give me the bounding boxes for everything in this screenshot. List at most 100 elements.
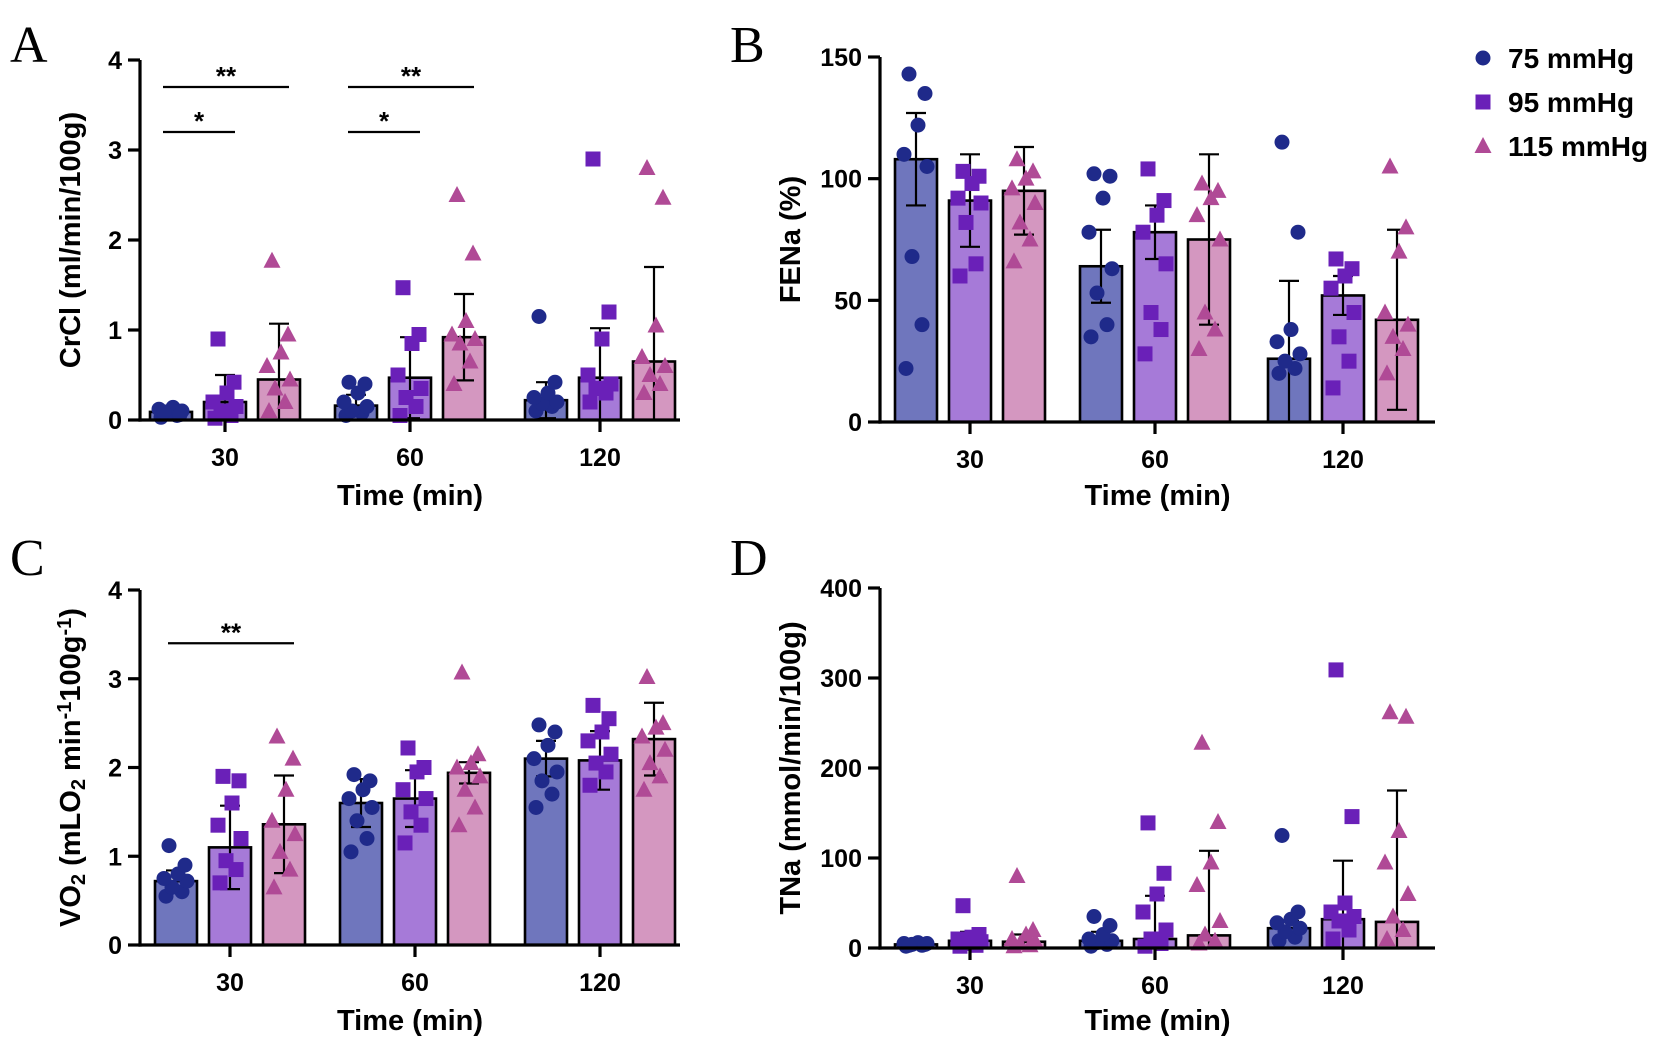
point-c-s2-c1-7 (453, 663, 471, 680)
point-a-s1-c2-5 (594, 331, 610, 347)
point-b-s1-c0-1 (968, 256, 984, 272)
point-b-s0-c0-7 (901, 66, 917, 82)
point-c-s2-c1-3 (471, 767, 489, 784)
point-a-s1-c1-3 (413, 381, 429, 396)
point-a-s2-c1-0 (445, 375, 463, 391)
point-b-s1-c0-7 (955, 163, 971, 179)
point-c-s1-c0-7 (215, 768, 231, 784)
significance-label: ** (221, 617, 242, 647)
point-b-s1-c1-5 (1149, 207, 1165, 223)
point-c-s0-c2-0 (528, 799, 544, 815)
point-a-s0-c2-6 (547, 374, 563, 390)
y-tick-label: 100 (820, 166, 862, 194)
legend-label-0: 75 mmHg (1508, 43, 1634, 74)
y-tick-label: 0 (848, 935, 862, 963)
point-b-s0-c0-4 (896, 146, 912, 162)
point-a-s1-c1-7 (395, 280, 411, 296)
point-b-s1-c0-0 (952, 268, 968, 284)
point-b-s0-c2-5 (1283, 322, 1299, 338)
bar-c-s2-c1 (446, 771, 492, 947)
point-a-s1-c0-7 (210, 331, 226, 347)
point-a-s2-c0-3 (281, 370, 299, 387)
point-b-s0-c0-1 (914, 317, 930, 333)
point-c-s1-c2-7 (585, 697, 601, 713)
point-b-s0-c2-6 (1290, 224, 1306, 240)
point-b-s2-c0-2 (1011, 213, 1029, 230)
y-tick-label: 2 (108, 755, 122, 783)
point-a-s1-c2-4 (580, 367, 596, 383)
y-tick-label: 3 (108, 137, 122, 165)
point-c-s2-c2-7 (638, 667, 656, 684)
x-tick-label: 120 (1322, 446, 1364, 474)
point-d-s0-c1-4 (1081, 931, 1097, 947)
point-d-s1-c2-5 (1337, 895, 1353, 911)
point-a-s1-c0-4 (205, 394, 221, 410)
point-b-s0-c2-4 (1269, 334, 1285, 350)
point-b-s0-c1-2 (1089, 285, 1105, 301)
point-d-s1-c2-3 (1346, 909, 1362, 924)
point-d-s0-c0-7 (901, 937, 917, 953)
point-b-s0-c2-7 (1274, 134, 1290, 150)
point-b-s1-c2-2 (1331, 329, 1347, 345)
point-b-s1-c0-3 (973, 195, 989, 211)
point-a-s2-c1-6 (464, 244, 482, 261)
point-a-s2-c2-3 (656, 357, 674, 373)
x-tick-label: 60 (1141, 972, 1169, 1000)
point-b-s1-c2-1 (1341, 353, 1357, 369)
point-c-s0-c1-0 (343, 844, 359, 860)
y-tick-label: 4 (108, 577, 122, 605)
x-tick-label: 30 (956, 972, 984, 1000)
y-tick-label: 3 (108, 666, 122, 694)
point-c-s2-c0-3 (286, 825, 304, 842)
point-b-s1-c1-3 (1158, 256, 1174, 272)
point-c-s2-c1-0 (450, 816, 468, 833)
x-tick-label: 120 (579, 969, 621, 997)
point-c-s0-c0-4 (156, 870, 172, 886)
point-b-s1-c0-4 (950, 190, 966, 206)
point-d-s2-c1-7 (1193, 733, 1211, 750)
point-d-s2-c2-1 (1394, 921, 1412, 937)
panel-a: A 0 1 2 3 4 30 60 120 Time (min) CrCl (ml/min/100… (10, 17, 680, 512)
point-b-s1-c1-0 (1137, 346, 1153, 362)
point-c-s0-c0-7 (161, 838, 177, 854)
y-tick-label: 0 (848, 409, 862, 437)
point-d-s1-c2-0 (1325, 931, 1341, 947)
point-b-s1-c1-4 (1135, 224, 1151, 240)
x-axis-title-b: Time (min) (1084, 480, 1230, 512)
significance-label: * (379, 106, 390, 136)
point-b-s2-c0-3 (1026, 194, 1044, 210)
point-b-s2-c2-2 (1384, 327, 1402, 344)
x-axis-title-d: Time (min) (1084, 1005, 1230, 1037)
legend-marker-0 (1475, 50, 1491, 66)
point-b-s1-c0-6 (971, 168, 987, 184)
point-a-s1-c1-6 (411, 327, 427, 342)
legend-marker-2 (1474, 137, 1492, 153)
point-b-s0-c1-3 (1104, 261, 1120, 277)
x-tick-label: 30 (956, 446, 984, 474)
point-a-s2-c2-1 (651, 375, 669, 391)
point-d-s1-c2-6 (1344, 809, 1360, 825)
point-b-s1-c2-4 (1323, 280, 1339, 296)
point-b-s2-c2-1 (1394, 340, 1412, 356)
point-b-s2-c1-0 (1190, 340, 1208, 356)
point-d-s2-c1-2 (1196, 925, 1214, 942)
x-tick-label: 120 (1322, 972, 1364, 1000)
point-d-s2-c2-5 (1390, 822, 1408, 838)
point-d-s1-c1-4 (1135, 904, 1151, 920)
point-c-s1-c2-2 (588, 755, 604, 771)
point-a-s0-c1-7 (341, 374, 357, 390)
point-a-s1-c2-0 (582, 394, 598, 410)
point-d-s2-c0-6 (1024, 921, 1042, 937)
point-c-s1-c0-5 (224, 795, 240, 811)
y-axis-title-c: VO2 (mLO2 min-1100g-1) (54, 608, 90, 927)
point-c-s0-c2-6 (547, 724, 563, 740)
point-c-s1-c1-3 (418, 791, 434, 807)
point-d-s2-c0-3 (1026, 931, 1044, 948)
point-d-s1-c1-2 (1143, 931, 1159, 947)
y-axis-title-d: TNa (mmol/min/100g) (775, 621, 807, 914)
point-c-s0-c1-7 (346, 767, 362, 783)
x-axis-title-c: Time (min) (337, 1005, 483, 1037)
point-a-s1-c0-6 (226, 374, 242, 390)
point-d-s0-c2-7 (1274, 828, 1290, 843)
